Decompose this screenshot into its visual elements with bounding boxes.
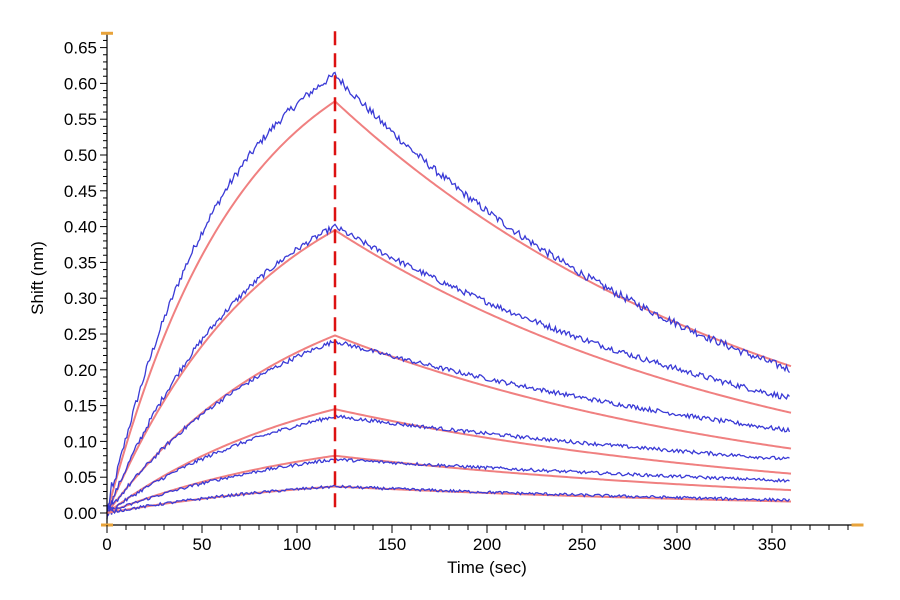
y-tick-label: 0.25 bbox=[64, 325, 97, 344]
fit-curve-2 bbox=[106, 229, 792, 514]
curves-layer bbox=[106, 71, 792, 520]
axes-layer: 0.00 0.05 0.10 0.15 0.20 0.25 0.30 0.35 0.40 0.45… bbox=[64, 31, 864, 554]
x-tick-label: 0 bbox=[102, 535, 111, 554]
y-axis-label: Shift (nm) bbox=[28, 241, 47, 315]
y-tick-label: 0.65 bbox=[64, 39, 97, 58]
x-tick-label: 50 bbox=[193, 535, 212, 554]
measured-curve-5 bbox=[106, 457, 790, 517]
fit-curve-3 bbox=[106, 334, 792, 514]
y-tick-label: 0.45 bbox=[64, 182, 97, 201]
measured-curve-1 bbox=[106, 71, 791, 513]
y-tick-label: 0.20 bbox=[64, 361, 97, 380]
measured-curve-6 bbox=[106, 484, 791, 515]
y-tick-label: 0.15 bbox=[64, 397, 97, 416]
y-tick-label: 0.00 bbox=[64, 504, 97, 523]
x-tick-label: 250 bbox=[568, 535, 596, 554]
x-tick-label: 300 bbox=[663, 535, 691, 554]
y-tick-label: 0.55 bbox=[64, 110, 97, 129]
measured-curve-2 bbox=[106, 223, 790, 520]
x-tick-label: 350 bbox=[758, 535, 786, 554]
fit-curve-6 bbox=[106, 485, 792, 514]
y-tick-label: 0.05 bbox=[64, 468, 97, 487]
x-axis-label: Time (sec) bbox=[447, 558, 527, 577]
y-tick-label: 0.10 bbox=[64, 432, 97, 451]
y-tick-label: 0.60 bbox=[64, 74, 97, 93]
y-tick-label: 0.35 bbox=[64, 253, 97, 272]
y-tick-label: 0.40 bbox=[64, 218, 97, 237]
x-tick-label: 150 bbox=[378, 535, 406, 554]
measured-curve-3 bbox=[106, 339, 791, 510]
x-tick-label: 200 bbox=[473, 535, 501, 554]
x-tick-label: 100 bbox=[283, 535, 311, 554]
measured-curve-4 bbox=[106, 414, 790, 515]
y-tick-label: 0.50 bbox=[64, 146, 97, 165]
y-tick-label: 0.30 bbox=[64, 289, 97, 308]
